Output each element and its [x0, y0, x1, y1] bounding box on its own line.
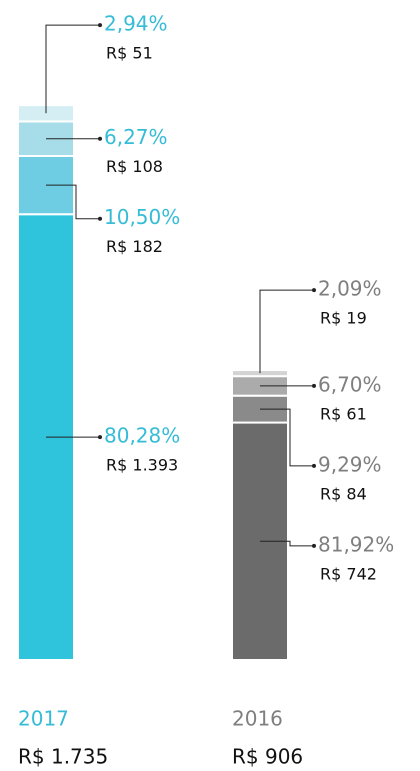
share-label: 2,09%	[318, 277, 382, 301]
share-label: 10,50%	[104, 205, 180, 229]
connector-dot	[312, 463, 316, 468]
value-label: R$ 182	[106, 237, 163, 256]
total-label: R$ 1.735	[18, 745, 108, 769]
value-label: R$ 19	[320, 309, 367, 328]
share-label: 2,94%	[104, 12, 168, 36]
value-label: R$ 51	[106, 44, 153, 63]
connector-dot	[98, 216, 102, 221]
connector-dot	[312, 383, 316, 388]
value-label: R$ 84	[320, 484, 367, 503]
connector	[259, 289, 314, 374]
connector-dot	[98, 136, 102, 141]
value-label: R$ 742	[320, 564, 377, 583]
connector-dot	[98, 23, 102, 28]
connector	[45, 24, 100, 114]
connector-dot	[98, 435, 102, 440]
value-label: R$ 61	[320, 404, 367, 423]
connector	[260, 408, 314, 467]
year-label: 2016	[232, 707, 283, 731]
share-label: 6,70%	[318, 372, 382, 396]
share-label: 6,27%	[104, 125, 168, 149]
connector	[46, 184, 100, 220]
total-label: R$ 906	[232, 745, 303, 769]
connector-dot	[312, 543, 316, 548]
connector-dot	[312, 288, 316, 293]
value-label: R$ 1.393	[106, 456, 178, 475]
year-label: 2017	[18, 707, 69, 731]
connector	[260, 540, 314, 547]
value-label: R$ 108	[106, 157, 163, 176]
share-label: 81,92%	[318, 532, 394, 556]
share-label: 80,28%	[104, 424, 180, 448]
share-label: 9,29%	[318, 452, 382, 476]
